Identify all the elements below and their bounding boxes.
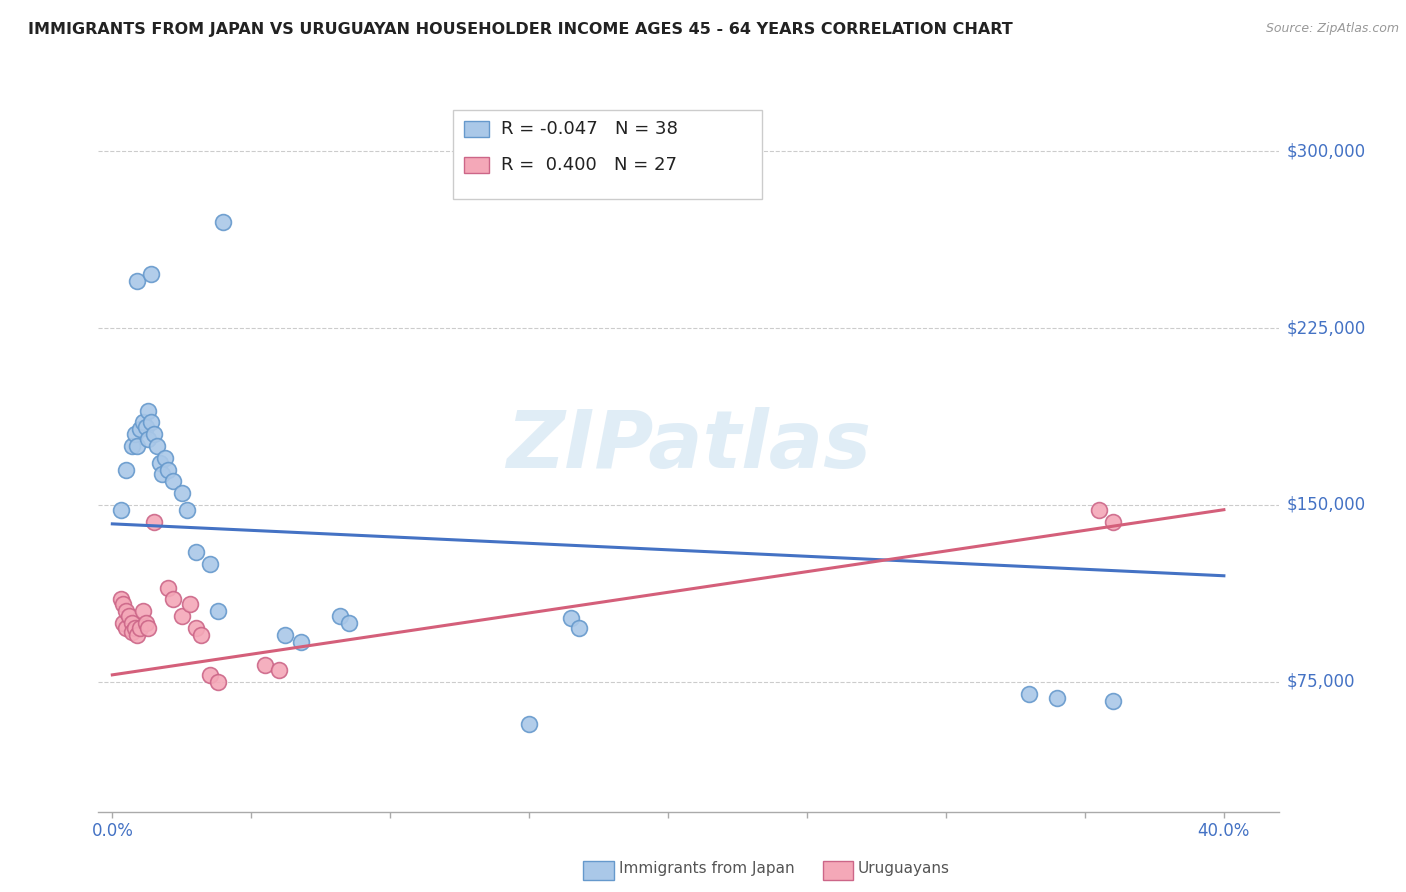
Point bbox=[531, 852, 554, 866]
Point bbox=[1046, 691, 1069, 706]
Point bbox=[146, 439, 169, 453]
Text: ZIPatlas: ZIPatlas bbox=[506, 407, 872, 485]
Point bbox=[184, 621, 207, 635]
Point bbox=[212, 215, 235, 229]
Point bbox=[1018, 687, 1040, 701]
Point bbox=[190, 628, 212, 642]
Point bbox=[138, 403, 160, 417]
Point bbox=[267, 663, 290, 677]
Point bbox=[141, 416, 163, 430]
Point bbox=[184, 545, 207, 559]
Point bbox=[127, 628, 149, 642]
Point bbox=[124, 621, 146, 635]
Point bbox=[138, 621, 160, 635]
Point bbox=[150, 467, 173, 482]
Point bbox=[127, 274, 149, 288]
Point bbox=[143, 515, 166, 529]
Point bbox=[115, 462, 138, 476]
Point bbox=[121, 439, 143, 453]
Point bbox=[1101, 515, 1123, 529]
Point bbox=[170, 608, 193, 623]
Point bbox=[110, 592, 132, 607]
Point bbox=[156, 581, 179, 595]
Point bbox=[138, 432, 160, 446]
Text: $225,000: $225,000 bbox=[1286, 319, 1365, 337]
Text: IMMIGRANTS FROM JAPAN VS URUGUAYAN HOUSEHOLDER INCOME AGES 45 - 64 YEARS CORRELA: IMMIGRANTS FROM JAPAN VS URUGUAYAN HOUSE… bbox=[28, 22, 1012, 37]
Point bbox=[132, 416, 155, 430]
Point bbox=[273, 628, 295, 642]
Point bbox=[121, 615, 143, 630]
Point bbox=[118, 608, 141, 623]
Text: R =  0.400   N = 27: R = 0.400 N = 27 bbox=[501, 156, 676, 174]
Point bbox=[115, 604, 138, 618]
Point bbox=[329, 608, 352, 623]
Point bbox=[121, 625, 143, 640]
Text: $150,000: $150,000 bbox=[1286, 496, 1365, 514]
Point bbox=[531, 852, 554, 866]
Point bbox=[153, 450, 176, 465]
Point bbox=[1088, 502, 1111, 516]
Point bbox=[179, 597, 201, 611]
Point bbox=[143, 427, 166, 442]
Point bbox=[156, 462, 179, 476]
Point bbox=[112, 597, 135, 611]
Point bbox=[198, 557, 221, 571]
Point bbox=[207, 604, 229, 618]
Point bbox=[198, 668, 221, 682]
Point bbox=[560, 611, 582, 625]
Point bbox=[176, 502, 198, 516]
Point bbox=[127, 439, 149, 453]
Point bbox=[132, 604, 155, 618]
Point bbox=[124, 427, 146, 442]
Text: R = -0.047   N = 38: R = -0.047 N = 38 bbox=[501, 120, 678, 138]
Point bbox=[115, 621, 138, 635]
Point bbox=[290, 635, 312, 649]
Point bbox=[162, 592, 184, 607]
Point bbox=[1101, 694, 1123, 708]
Text: Immigrants from Japan: Immigrants from Japan bbox=[619, 862, 794, 876]
Point bbox=[337, 615, 360, 630]
Text: $75,000: $75,000 bbox=[1286, 673, 1355, 691]
Text: Source: ZipAtlas.com: Source: ZipAtlas.com bbox=[1265, 22, 1399, 36]
Point bbox=[135, 420, 157, 434]
Point bbox=[162, 475, 184, 489]
Point bbox=[129, 621, 152, 635]
Point bbox=[129, 422, 152, 436]
Point bbox=[207, 675, 229, 690]
Point bbox=[568, 621, 591, 635]
Point bbox=[135, 615, 157, 630]
Point bbox=[112, 615, 135, 630]
Point bbox=[254, 658, 277, 673]
Point bbox=[141, 267, 163, 281]
Point bbox=[517, 717, 540, 731]
Text: $300,000: $300,000 bbox=[1286, 142, 1365, 160]
Text: Uruguayans: Uruguayans bbox=[858, 862, 949, 876]
Point bbox=[170, 486, 193, 500]
Point bbox=[110, 502, 132, 516]
Point bbox=[148, 456, 170, 470]
